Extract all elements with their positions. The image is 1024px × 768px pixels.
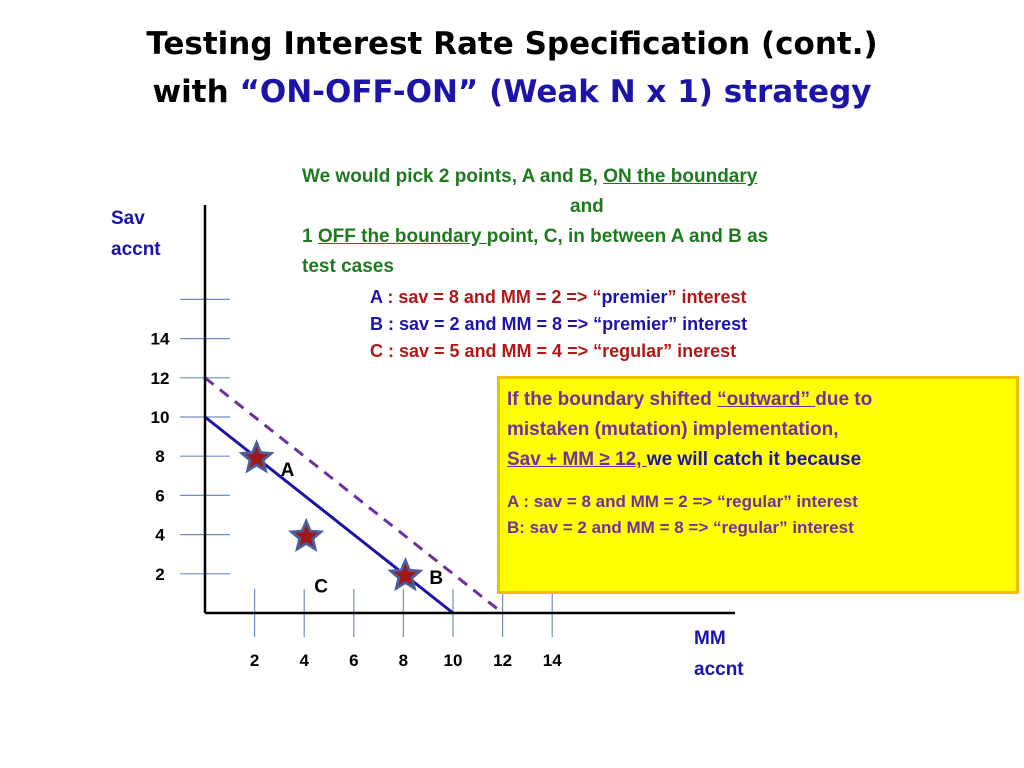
slide-title: Testing Interest Rate Specification (con… <box>0 20 1024 116</box>
callout-case-b: B: sav = 2 and MM = 8 => “regular” inter… <box>507 518 854 537</box>
y-tick-label: 6 <box>155 486 164 505</box>
y-tick-label: 8 <box>155 447 164 466</box>
title-line-1: Testing Interest Rate Specification (con… <box>146 26 878 62</box>
notes-line-3-prefix: 1 <box>302 226 318 247</box>
callout-line-2: mistaken (mutation) implementation, <box>507 419 839 440</box>
y-tick-label: 14 <box>151 330 170 349</box>
callout-line-1-text: If the boundary shifted <box>507 389 718 410</box>
case-a-quoted: premier <box>601 287 668 307</box>
point-label-a: A <box>281 460 295 481</box>
test-points: A C B <box>238 439 443 598</box>
callout-condition: Sav + MM ≥ 12, <box>507 449 647 470</box>
callout-outward: “outward” <box>717 389 816 410</box>
case-c: C : sav = 5 and MM = 4 => “regular” iner… <box>370 341 737 361</box>
notes-line-1-text: We would pick 2 points, A and B, <box>302 166 604 187</box>
x-tick-label: 4 <box>299 651 309 670</box>
title-prefix: with <box>152 74 240 110</box>
callout-line-3-suffix: we will catch it because <box>646 449 862 470</box>
y-tick-label: 4 <box>155 526 165 545</box>
callout-box: If the boundary shifted “outward” due to… <box>497 376 1019 594</box>
case-a: A : sav = 8 and MM = 2 => “premier” inte… <box>370 284 747 311</box>
x-axis-label-line-1: MM <box>694 628 726 649</box>
callout-line-3: Sav + MM ≥ 12, we will catch it because <box>507 445 1009 475</box>
notes-line-1: We would pick 2 points, A and B, ON the … <box>302 162 942 192</box>
boundary-line <box>204 415 454 615</box>
star-point-a <box>245 446 268 468</box>
x-tick-label: 8 <box>399 651 408 670</box>
x-tick-label: 14 <box>543 651 562 670</box>
test-case-list: A : sav = 8 and MM = 2 => “premier” inte… <box>370 284 747 365</box>
callout-spacer <box>507 475 1009 489</box>
test-case-notes: We would pick 2 points, A and B, ON the … <box>302 162 942 282</box>
case-b: B : sav = 2 and MM = 8 => “premier” inte… <box>370 314 748 334</box>
point-label-b: B <box>429 568 443 589</box>
case-a-letter: A <box>370 287 383 307</box>
point-label-c: C <box>314 577 328 598</box>
case-a-text: : sav = 8 and MM = 2 => “ <box>382 287 602 307</box>
star-point-c <box>294 524 318 547</box>
off-boundary-text: OFF the boundary <box>317 226 487 247</box>
notes-line-3-suffix: point, C, in between A and B as <box>486 226 769 247</box>
star-point-b <box>394 563 417 586</box>
notes-line-3: 1 OFF the boundary point, C, in between … <box>302 222 942 252</box>
y-tick-label: 12 <box>151 369 170 388</box>
shifted-boundary-line <box>204 376 504 615</box>
boundary-lines <box>204 376 504 615</box>
notes-line-2: and <box>570 196 604 217</box>
on-boundary-text: ON the boundary <box>603 166 758 187</box>
y-axis-label-line-2: accnt <box>111 239 161 260</box>
callout-line-1: If the boundary shifted “outward” due to <box>507 385 1009 415</box>
y-tick-label: 2 <box>155 565 164 584</box>
x-tick-label: 10 <box>444 651 463 670</box>
notes-line-4: test cases <box>302 256 394 277</box>
x-tick-label: 12 <box>493 651 512 670</box>
tick-labels: 2 4 6 8 10 12 14 2 4 6 8 10 12 14 <box>151 330 563 670</box>
callout-line-1-suffix: due to <box>815 389 873 410</box>
callout-case-a: A : sav = 8 and MM = 2 => “regular” inte… <box>507 492 858 511</box>
title-highlight: “ON-OFF-ON” (Weak N x 1) strategy <box>239 74 872 110</box>
x-tick-label: 6 <box>349 651 358 670</box>
y-tick-label: 10 <box>151 408 170 427</box>
x-tick-label: 2 <box>250 651 259 670</box>
title-line-2: with “ON-OFF-ON” (Weak N x 1) strategy <box>0 68 1024 116</box>
y-axis-label-line-1: Sav <box>111 208 145 229</box>
case-a-end: ” interest <box>667 287 747 307</box>
x-axis-label-line-2: accnt <box>694 659 744 680</box>
